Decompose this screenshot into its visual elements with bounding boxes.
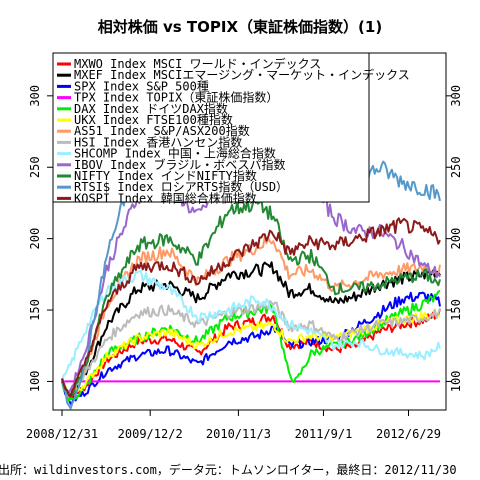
legend-label-4: TPX Index TOPIX（東証株価指数）	[74, 90, 278, 105]
x-tick-label: 2010/11/3	[206, 427, 271, 441]
legend-box	[52, 52, 370, 203]
y-tick-label-left: 150	[28, 299, 42, 321]
legend-label-6: UKX Index FTSE100種指数	[74, 112, 233, 127]
legend-label-3: SPX Index S&P 500種	[74, 79, 209, 93]
x-tick-label: 2012/6/29	[376, 427, 441, 441]
chart-footer: 出所：wildinvestors.com，データ元：トムソンロイター，最終日：2…	[0, 462, 457, 477]
legend-label-9: SHCOMP Index 中国・上海総合指数	[74, 146, 276, 161]
y-tick-label-right: 250	[449, 156, 463, 178]
y-tick-label-left: 100	[28, 371, 42, 393]
y-tick-label-left: 250	[28, 156, 42, 178]
series-line-8	[61, 300, 441, 398]
legend-label-7: AS51 Index S&P/ASX200指数	[74, 123, 250, 138]
y-tick-label-left: 300	[28, 85, 42, 107]
series-line-3	[61, 291, 441, 405]
legend-label-2: MXEF Index MSCIエマージング・マーケット・インデックス	[74, 67, 410, 82]
legend-label-1: MXWO Index MSCI ワールド・インデックス	[74, 56, 321, 71]
y-tick-label-right: 150	[449, 299, 463, 321]
y-tick-label-left: 200	[28, 228, 42, 250]
x-tick-label: 2011/9/1	[295, 427, 353, 441]
series-line-13	[61, 217, 441, 398]
legend-label-11: NIFTY Index インドNIFTY指数	[74, 168, 257, 183]
legend-label-13: KOSPI Index 韓国総合株価指数	[74, 190, 257, 205]
legend-label-12: RTSI$ Index ロシアRTS指数（USD）	[74, 179, 288, 194]
y-tick-label-right: 200	[449, 228, 463, 250]
x-tick-label: 2009/12/2	[118, 427, 183, 441]
axes: 100 100 150 150 200 200 250 250 300 300 2008/12/31…	[26, 85, 463, 441]
legend-label-5: DAX Index ドイツDAX指数	[74, 101, 228, 116]
series-line-11	[61, 195, 441, 396]
series-line-7	[61, 236, 441, 398]
series-line-9	[61, 270, 441, 386]
chart-title: 相対株価 vs TOPIX（東証株価指数）(1)	[98, 18, 382, 36]
y-tick-label-right: 100	[449, 371, 463, 393]
y-tick-label-right: 300	[449, 85, 463, 107]
legend-label-8: HSI Index 香港ハンセン指数	[74, 134, 242, 149]
legend-label-10: IBOV Index ブラジル・ボベスパ指数	[74, 157, 285, 172]
x-tick-label: 2008/12/31	[26, 427, 98, 441]
